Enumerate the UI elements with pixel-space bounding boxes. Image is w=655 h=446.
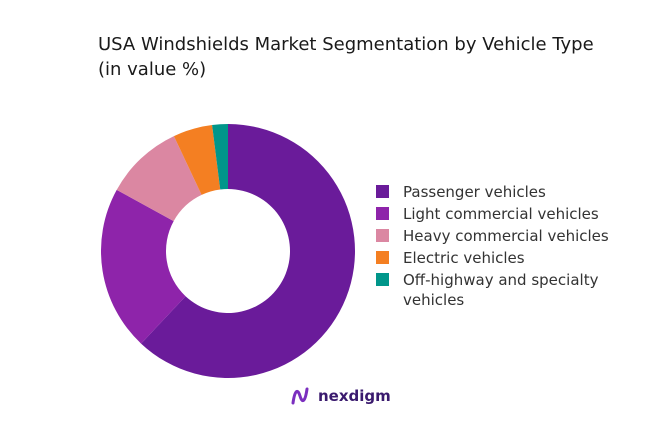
legend-swatch (376, 207, 389, 220)
legend-swatch (376, 229, 389, 242)
legend-item: Heavy commercial vehicles (376, 226, 638, 248)
legend-swatch (376, 273, 389, 286)
legend-label: Passenger vehicles (403, 183, 546, 201)
donut-slice-electric-vehicles (173, 125, 221, 195)
legend-item: Off-highway and specialty vehicles (376, 270, 638, 309)
donut-slice-passenger-vehicles (141, 124, 355, 378)
legend-item: Electric vehicles (376, 248, 638, 270)
legend-item: Passenger vehicles (376, 182, 638, 204)
legend-label: Off-highway and specialty vehicles (403, 271, 599, 309)
legend-label: Light commercial vehicles (403, 205, 599, 223)
legend-item: Light commercial vehicles (376, 204, 638, 226)
chart-title-line2: (in value %) (98, 59, 207, 80)
legend-label: Heavy commercial vehicles (403, 227, 609, 245)
legend: Passenger vehicles Light commercial vehic… (376, 182, 638, 309)
chart-title-line1: USA Windshields Market Segmentation by V… (98, 34, 594, 55)
nexdigm-logo-icon (291, 387, 309, 405)
brand-name: nexdigm (318, 387, 391, 405)
chart-title: USA Windshields Market Segmentation by V… (98, 32, 594, 82)
legend-swatch (376, 251, 389, 264)
donut-slice-heavy-commercial-vehicles (116, 136, 202, 222)
donut-slice-light-commercial-vehicles (100, 189, 186, 344)
legend-swatch (376, 185, 389, 198)
donut-slice-off-highway-and-specialty-vehicles (212, 124, 228, 190)
brand-logo: nexdigm (290, 385, 391, 407)
legend-label: Electric vehicles (403, 249, 525, 267)
